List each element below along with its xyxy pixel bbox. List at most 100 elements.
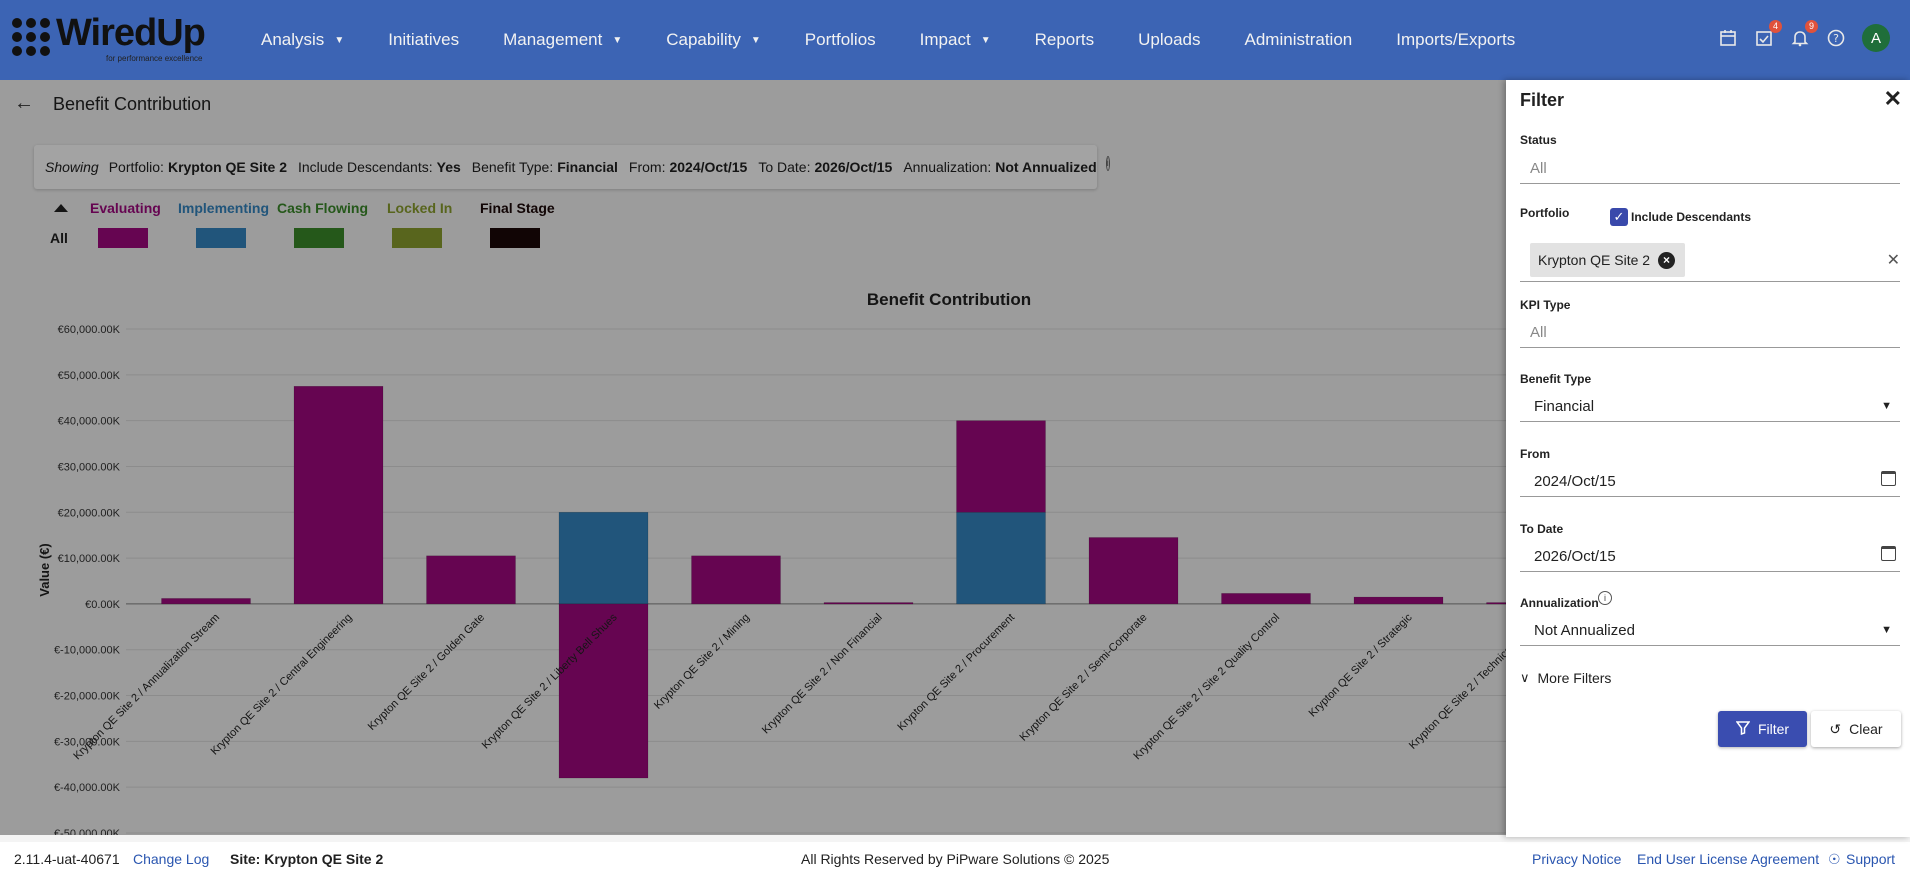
annualization-select[interactable]: Not Annualized ▼ xyxy=(1520,612,1900,646)
nav-initiatives[interactable]: Initiatives xyxy=(388,30,459,50)
calendar-icon[interactable] xyxy=(1716,26,1740,50)
user-avatar[interactable]: A xyxy=(1862,24,1890,52)
x-tick-label: Krypton QE Site 2 / Non Financial xyxy=(760,612,885,737)
benefit-contribution-chart: Benefit Contribution Value (€) €60,000.00K… xyxy=(14,275,1509,835)
collapse-up-icon[interactable] xyxy=(54,204,68,212)
nav-reports[interactable]: Reports xyxy=(1035,30,1095,50)
kpi-type-placeholder: All xyxy=(1530,324,1547,341)
swatch-locked-in[interactable] xyxy=(392,228,442,248)
copyright-text: All Rights Reserved by PiPware Solutions… xyxy=(801,851,1110,867)
logo-tagline: for performance excellence xyxy=(106,54,203,63)
notifications-badge: 9 xyxy=(1805,20,1818,33)
descendants-summary-label: Include Descendants: xyxy=(297,159,433,175)
tasks-icon[interactable]: 4 xyxy=(1752,20,1782,50)
status-placeholder: All xyxy=(1530,160,1547,177)
y-tick-label: €-20,000.00K xyxy=(54,691,121,703)
nav-label: Analysis xyxy=(261,30,325,49)
legend-evaluating[interactable]: Evaluating xyxy=(90,200,161,216)
calendar-icon[interactable] xyxy=(1881,546,1896,561)
nav-label: Imports/Exports xyxy=(1396,30,1516,49)
stage-legend: Evaluating Implementing Cash Flowing Loc… xyxy=(50,200,570,256)
chip-remove-icon[interactable]: × xyxy=(1658,251,1676,269)
info-icon[interactable]: i xyxy=(1105,155,1110,171)
from-summary-label: From: xyxy=(628,159,666,175)
nav-management[interactable]: Management ▼ xyxy=(503,30,622,50)
to-summary-value: 2026/Oct/15 xyxy=(814,159,893,175)
annualization-label: Annualization xyxy=(1520,596,1599,610)
clear-button[interactable]: ↺ Clear xyxy=(1811,711,1901,747)
to-date-input[interactable]: 2026/Oct/15 xyxy=(1520,538,1900,572)
benefit-type-select[interactable]: Financial ▼ xyxy=(1520,388,1900,422)
nav-imports-exports[interactable]: Imports/Exports xyxy=(1396,30,1515,50)
filter-title: Filter xyxy=(1520,90,1565,110)
eula-link[interactable]: End User License Agreement xyxy=(1637,851,1820,867)
x-tick-label: Krypton QE Site 2 / Annualization Stream xyxy=(71,612,222,763)
swatch-cash-flowing[interactable] xyxy=(294,228,344,248)
chart-svg: Benefit Contribution Value (€) €60,000.00K… xyxy=(37,290,1509,835)
y-tick-label: €50,000.00K xyxy=(58,370,121,382)
page-title-bar: ← Benefit Contribution xyxy=(0,84,1910,124)
legend-cash-flowing[interactable]: Cash Flowing xyxy=(277,200,368,216)
support-link[interactable]: Support xyxy=(1846,851,1896,867)
nav-label: Impact xyxy=(919,30,971,49)
include-descendants-checkbox[interactable]: ✓ xyxy=(1610,208,1628,226)
back-arrow-icon[interactable]: ← xyxy=(14,92,34,114)
support-icon[interactable]: ☉ xyxy=(1828,851,1841,867)
from-label: From xyxy=(1520,447,1550,461)
header-icons: 4 9 ? A xyxy=(1704,20,1890,52)
nav-uploads[interactable]: Uploads xyxy=(1138,30,1200,50)
nav-capability[interactable]: Capability ▼ xyxy=(666,30,761,50)
filter-button-label: Filter xyxy=(1757,721,1790,737)
help-icon[interactable]: ? xyxy=(1824,26,1848,50)
clear-portfolio-icon[interactable]: ✕ xyxy=(1886,252,1900,269)
bar-evaluating xyxy=(691,555,781,605)
showing-label: Showing xyxy=(45,159,99,175)
legend-implementing[interactable]: Implementing xyxy=(178,200,270,216)
swatch-implementing[interactable] xyxy=(196,228,246,248)
nav-label: Management xyxy=(503,30,603,49)
kpi-type-select[interactable]: All xyxy=(1520,314,1900,348)
benefit-type-value: Financial xyxy=(1534,398,1595,415)
nav-portfolios[interactable]: Portfolios xyxy=(805,30,876,50)
from-date-input[interactable]: 2024/Oct/15 xyxy=(1520,463,1900,497)
privacy-link[interactable]: Privacy Notice xyxy=(1532,851,1622,867)
chart-title: Benefit Contribution xyxy=(867,290,1031,309)
logo-dots-icon xyxy=(12,18,54,60)
change-log-link[interactable]: Change Log xyxy=(133,851,210,867)
legend-all[interactable]: All xyxy=(50,230,68,246)
status-select[interactable]: All xyxy=(1520,150,1900,184)
from-date-value: 2024/Oct/15 xyxy=(1534,473,1616,490)
swatch-evaluating[interactable] xyxy=(98,228,148,248)
legend-final-stage[interactable]: Final Stage xyxy=(480,200,555,216)
x-tick-label: Krypton QE Site 2 / Central Engineering xyxy=(209,612,355,758)
portfolio-chip: Krypton QE Site 2 × xyxy=(1530,243,1686,277)
more-filters-toggle[interactable]: ∨ More Filters xyxy=(1520,670,1611,686)
bell-icon[interactable]: 9 xyxy=(1788,20,1818,50)
to-date-value: 2026/Oct/15 xyxy=(1534,548,1616,565)
bar-evaluating xyxy=(1486,602,1509,605)
nav-label: Administration xyxy=(1244,30,1353,49)
legend-locked-in[interactable]: Locked In xyxy=(387,200,453,216)
portfolio-select[interactable]: Krypton QE Site 2 × ✕ xyxy=(1520,240,1900,282)
calendar-icon[interactable] xyxy=(1881,471,1896,486)
nav-analysis[interactable]: Analysis ▼ xyxy=(261,30,344,50)
wiredup-logo[interactable]: WiredUp for performance excellence xyxy=(12,12,227,66)
nav-impact[interactable]: Impact ▼ xyxy=(920,30,991,50)
portfolio-summary-value: Krypton QE Site 2 xyxy=(167,159,287,175)
x-tick-label: Krypton QE Site 2 / Procurement xyxy=(895,612,1017,734)
swatch-final-stage[interactable] xyxy=(490,228,540,248)
annualization-value: Not Annualized xyxy=(1534,622,1635,639)
filter-button[interactable]: Filter xyxy=(1718,711,1807,747)
close-icon[interactable]: ✕ xyxy=(1883,86,1902,111)
logo-text: WiredUp xyxy=(56,12,206,54)
y-tick-label: €-30,000.00K xyxy=(54,736,121,748)
bar-evaluating xyxy=(1221,593,1311,605)
nav-administration[interactable]: Administration xyxy=(1245,30,1353,50)
x-tick-label: Krypton QE Site 2 / Golden Gate xyxy=(366,612,487,733)
more-filters-label: More Filters xyxy=(1537,670,1612,686)
version-text: 2.11.4-uat-40671 xyxy=(14,851,120,867)
y-tick-label: €20,000.00K xyxy=(58,507,121,519)
info-icon[interactable]: i xyxy=(1598,591,1612,605)
status-label: Status xyxy=(1520,133,1557,147)
x-tick-label: Krypton QE Site 2 / Semi-Corporate xyxy=(1017,612,1149,744)
